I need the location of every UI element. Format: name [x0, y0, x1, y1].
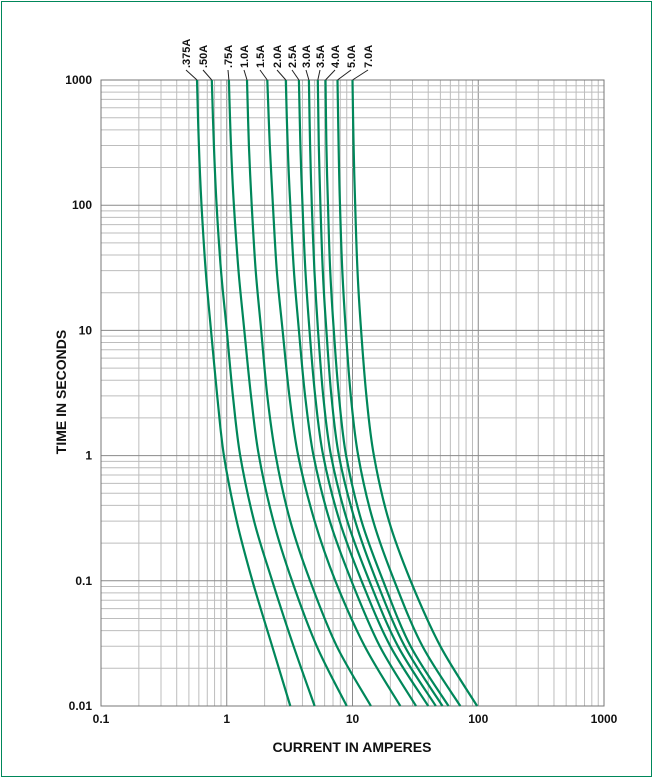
series-label: 3.0A	[301, 45, 313, 68]
series-label: 3.5A	[315, 45, 327, 68]
y-tick-label: 10	[79, 323, 93, 337]
x-tick-label: 1000	[591, 712, 618, 726]
series-label: 1.0A	[239, 45, 251, 68]
series-label: 2.5A	[287, 45, 299, 68]
series-label: .75A	[223, 45, 235, 68]
y-axis-title: TIME IN SECONDS	[53, 330, 69, 454]
curve-50a	[210, 79, 316, 707]
series-leader-line	[291, 69, 300, 81]
series-label: .375A	[181, 39, 193, 68]
curve-50a	[336, 79, 462, 707]
curve-10a	[245, 79, 372, 707]
y-tick-label: 1	[85, 449, 92, 463]
series-leader-line	[337, 69, 352, 81]
series-label: 1.5A	[255, 45, 267, 68]
series-leader-line	[352, 69, 369, 81]
x-tick-label: 0.1	[93, 712, 110, 726]
series-leader-line	[317, 69, 321, 81]
series-leader-line	[227, 69, 230, 81]
x-tick-label: 1	[223, 712, 230, 726]
y-tick-label: 100	[72, 198, 92, 212]
series-leader-line	[243, 69, 248, 81]
curve-35a	[316, 79, 444, 707]
series-label: 7.0A	[363, 45, 375, 68]
curve-20a	[284, 79, 417, 707]
curve-70a	[351, 79, 479, 707]
series-label: 2.0A	[272, 45, 284, 68]
series-label: 5.0A	[346, 45, 358, 68]
y-tick-label: 1000	[65, 73, 92, 87]
x-tick-label: 100	[468, 712, 488, 726]
y-tick-label: 0.1	[75, 574, 92, 588]
series-leader-line	[305, 69, 310, 81]
series-leader-line	[185, 69, 198, 81]
curve-375a	[195, 79, 292, 707]
series-label: .50A	[198, 45, 210, 68]
chart-curves	[195, 79, 479, 707]
series-leader-line	[202, 69, 213, 81]
x-axis-title: CURRENT IN AMPERES	[273, 739, 432, 755]
chart-grid	[100, 79, 605, 707]
series-leader-line	[259, 69, 268, 81]
curve-15a	[266, 79, 402, 707]
curve-40a	[324, 79, 450, 707]
y-tick-label: 0.01	[69, 699, 93, 713]
curve-25a	[297, 79, 430, 707]
x-tick-label: 10	[346, 712, 360, 726]
series-leader-line	[276, 69, 287, 81]
series-label: 4.0A	[330, 45, 342, 68]
series-leader-line	[325, 69, 336, 81]
curve-75a	[227, 79, 348, 707]
curve-30a	[307, 79, 437, 707]
